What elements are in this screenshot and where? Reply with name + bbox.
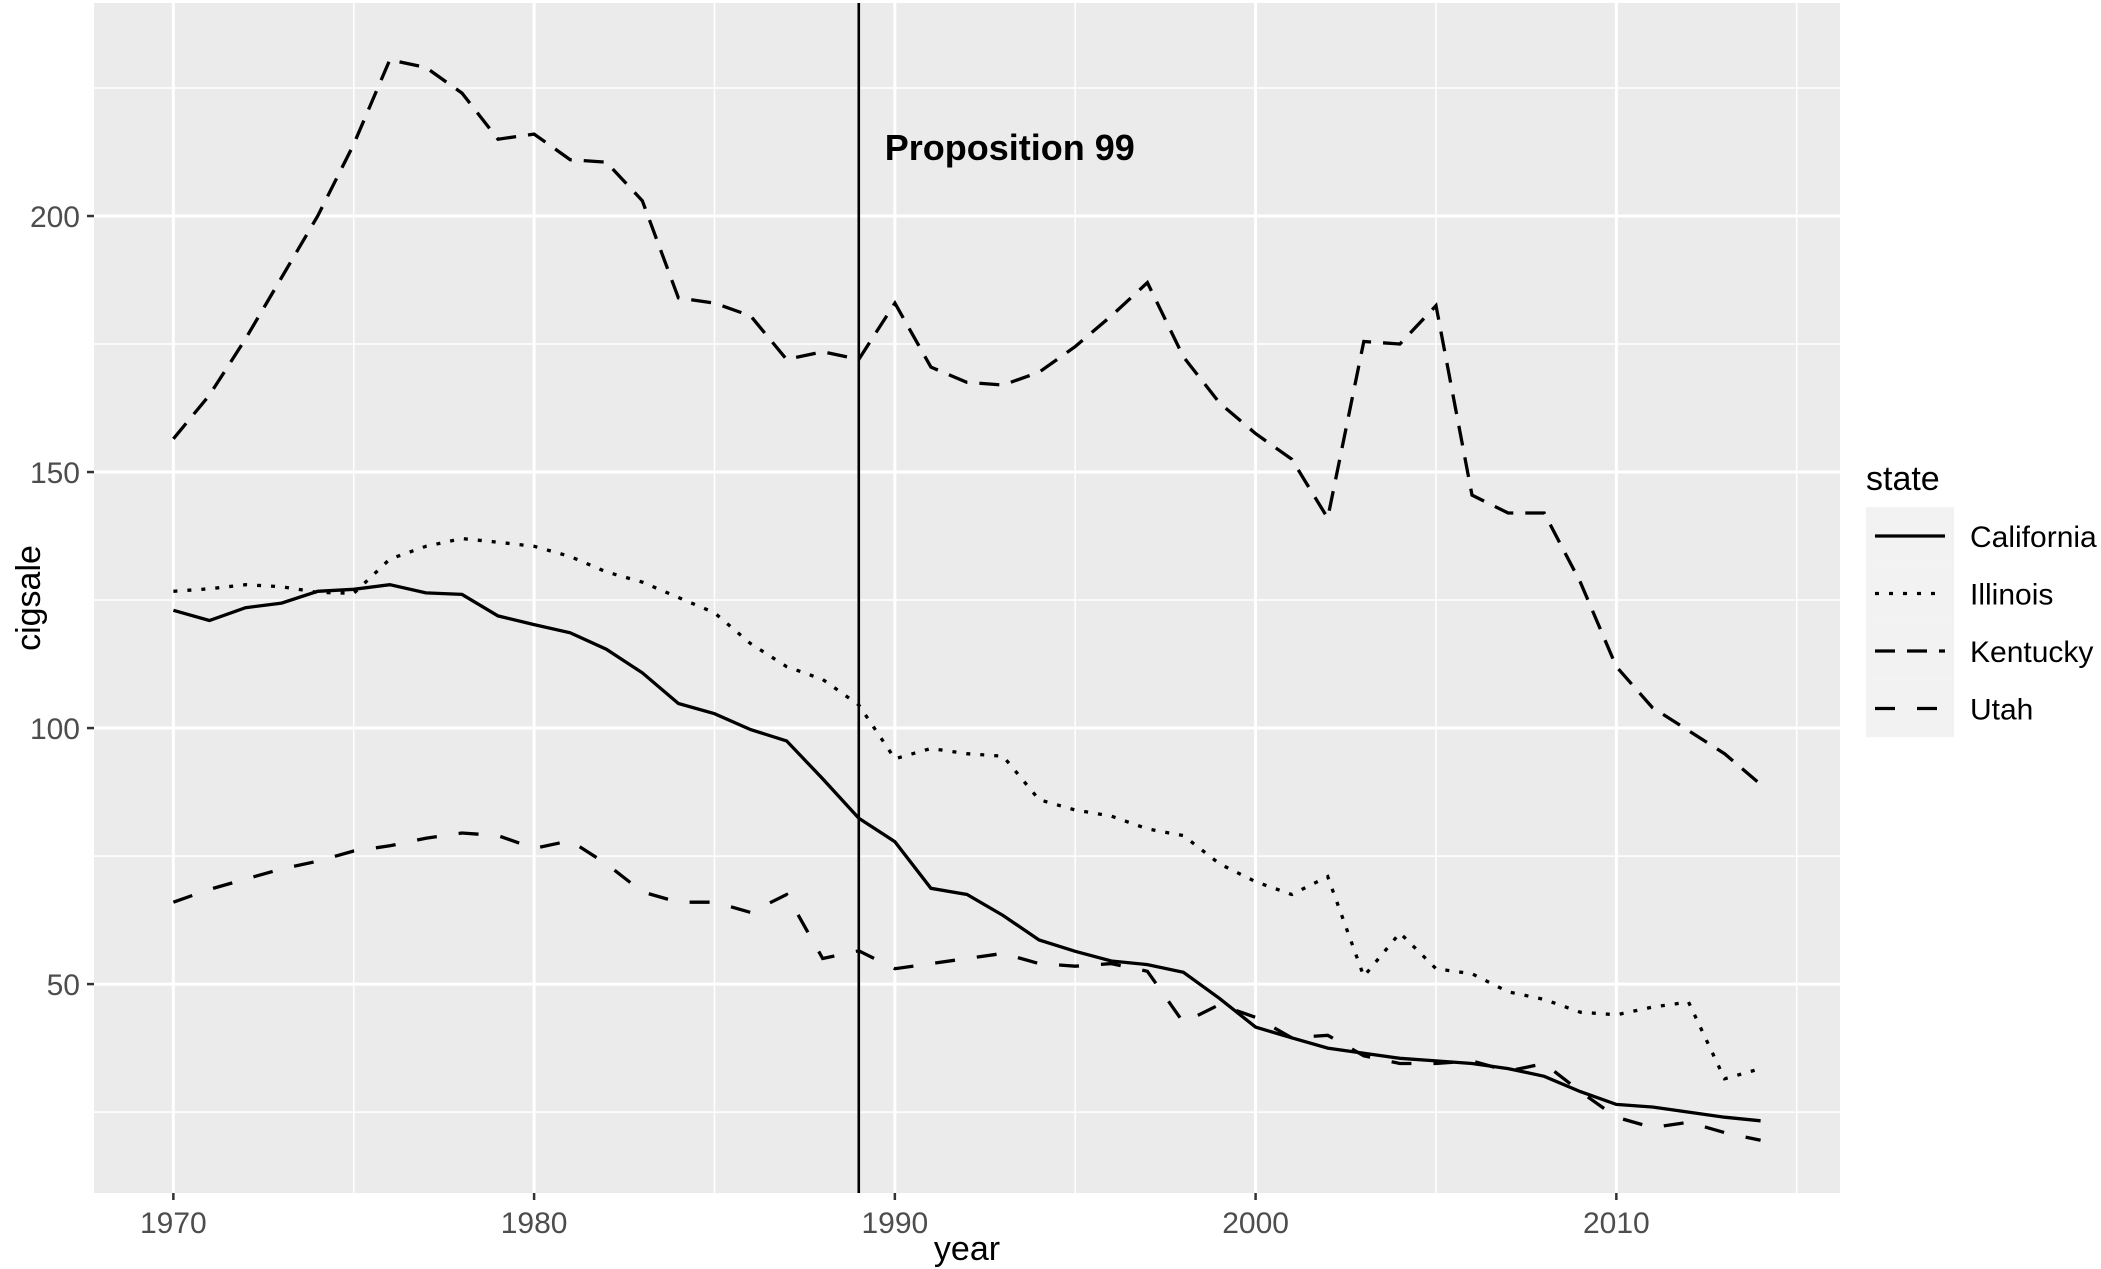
x-tick-label: 1980: [501, 1207, 568, 1240]
legend: state California Illinois Kentucky Utah: [1866, 460, 2097, 738]
y-tick-label: 200: [30, 201, 80, 234]
y-tick-150: 150: [30, 457, 94, 490]
grid-major-lines: [94, 3, 1840, 1193]
series-line-illinois: [173, 536, 1762, 1081]
prop99-annotation: Proposition 99: [885, 127, 1135, 168]
x-tick-label: 1990: [861, 1207, 928, 1240]
series-line-kentucky: [172, 57, 1762, 786]
legend-title: state: [1866, 460, 1940, 498]
grid-minor-lines: [94, 3, 1840, 1193]
x-tick-1990: 1990: [861, 1193, 928, 1240]
y-tick-50: 50: [47, 969, 94, 1002]
x-tick-label: 1970: [140, 1207, 207, 1240]
legend-item-utah: Utah: [1866, 679, 2033, 738]
x-tick-2000: 2000: [1222, 1193, 1289, 1240]
series-line-california: [172, 583, 1761, 1123]
legend-item-kentucky: Kentucky: [1866, 622, 2093, 680]
legend-item-illinois: Illinois: [1866, 564, 2053, 623]
legend-label: Utah: [1970, 694, 2033, 727]
x-tick-2010: 2010: [1583, 1193, 1650, 1240]
y-tick-label: 150: [30, 457, 80, 490]
y-tick-200: 200: [30, 201, 94, 234]
x-tick-1970: 1970: [140, 1193, 207, 1240]
y-tick-label: 100: [30, 713, 80, 746]
panel-background: [94, 3, 1840, 1193]
legend-label: Kentucky: [1970, 636, 2093, 669]
legend-item-california: California: [1866, 507, 2097, 565]
y-axis-title: cigsale: [10, 545, 48, 651]
x-tick-label: 2010: [1583, 1207, 1650, 1240]
legend-key: [1866, 564, 1954, 623]
y-tick-100: 100: [30, 713, 94, 746]
y-axis: 50 100 150 200 cigsale: [10, 201, 94, 1002]
legend-label: California: [1970, 521, 2097, 554]
x-axis-title: year: [934, 1230, 1000, 1268]
x-tick-label: 2000: [1222, 1207, 1289, 1240]
x-axis: 1970 1980 1990 2000 2010 year: [140, 1193, 1650, 1268]
x-tick-1980: 1980: [501, 1193, 568, 1240]
legend-label: Illinois: [1970, 579, 2053, 612]
y-tick-label: 50: [47, 969, 80, 1002]
series-lines: [172, 57, 1762, 1142]
